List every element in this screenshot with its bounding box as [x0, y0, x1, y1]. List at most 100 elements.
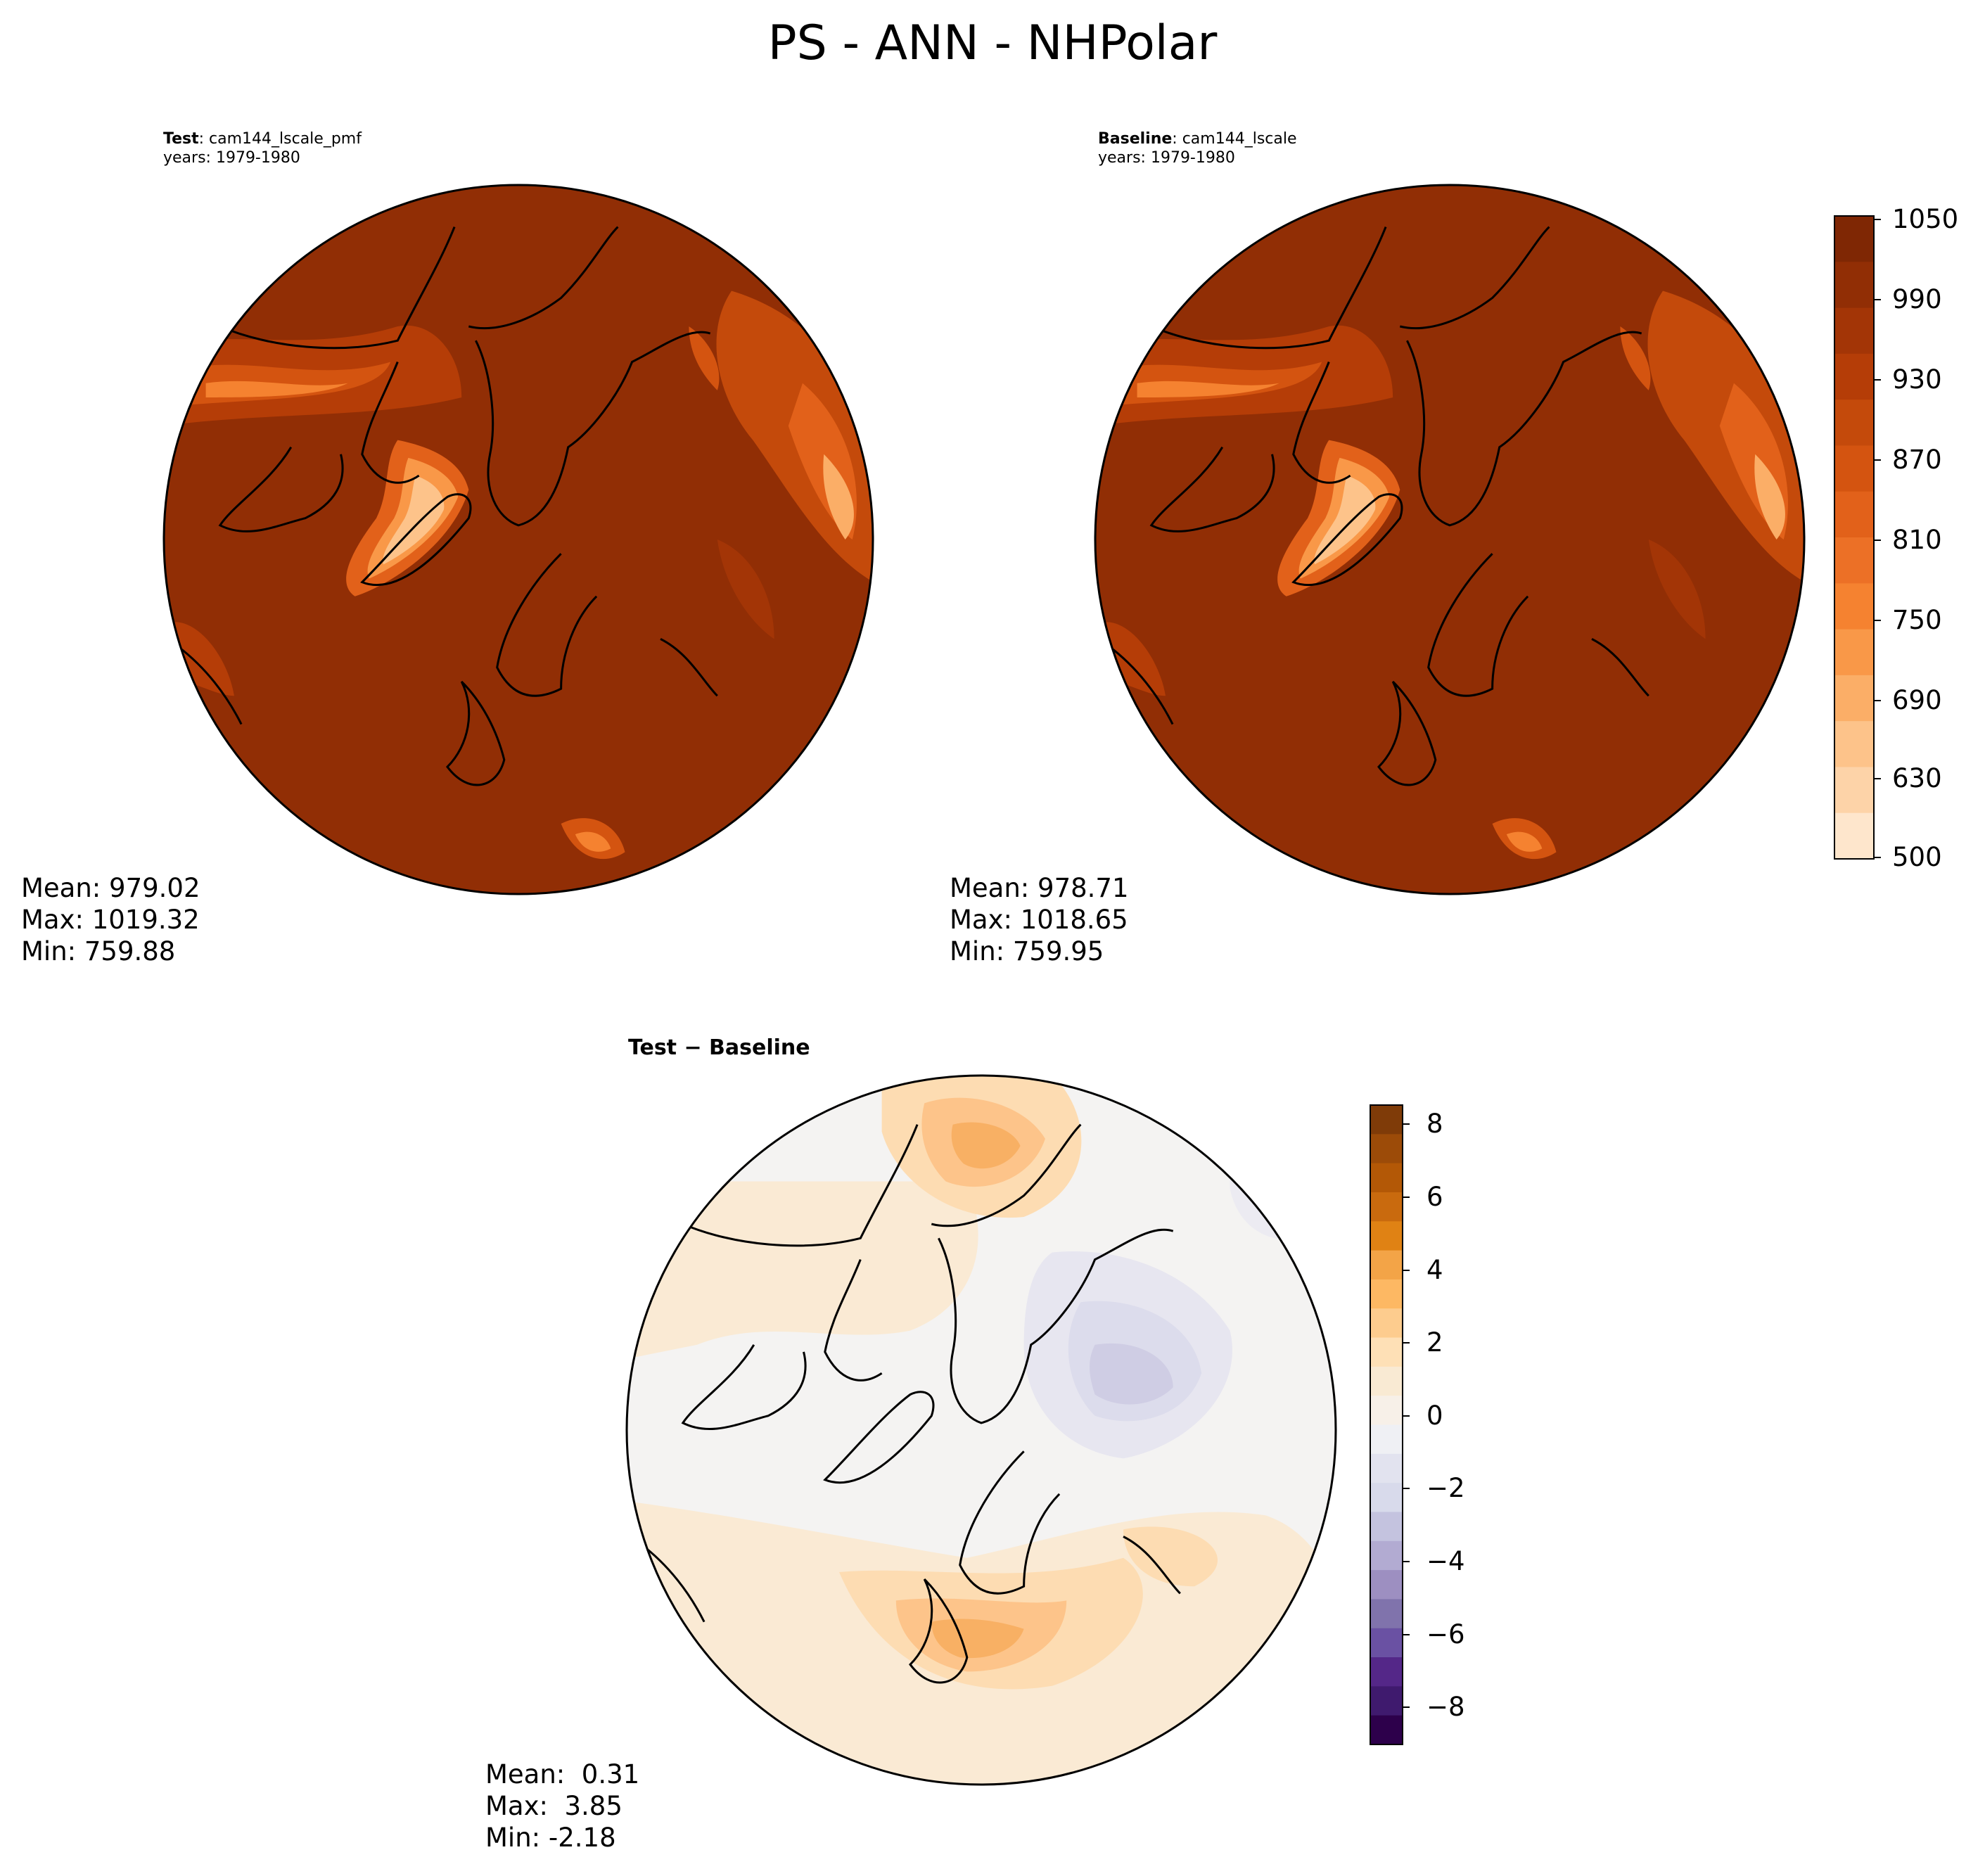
test-mean: Mean: 979.02: [21, 873, 200, 903]
colorbar-segment: [1834, 262, 1874, 309]
test-min: Min: 759.88: [21, 936, 176, 966]
colorbar-tick-mark: [1403, 1415, 1410, 1417]
baseline-polar-map: [1094, 184, 1806, 895]
test-stats: Mean: 979.02 Max: 1019.32 Min: 759.88: [21, 872, 200, 967]
diff-max: Max: 3.85: [485, 1791, 623, 1821]
colorbar-segment: [1834, 583, 1874, 630]
colorbar-tick-mark: [1874, 700, 1881, 701]
colorbar-segment: [1370, 1483, 1403, 1513]
baseline-min: Min: 759.95: [950, 936, 1104, 966]
colorbar-segment: [1370, 1512, 1403, 1542]
colorbar-tick-label: 810: [1892, 525, 1942, 555]
colorbar-tick-mark: [1403, 1342, 1410, 1344]
colorbar-tick-label: 990: [1892, 284, 1942, 314]
colorbar-tick-label: 870: [1892, 445, 1942, 475]
colorbar-segment: [1834, 491, 1874, 538]
colorbar-segment: [1370, 1628, 1403, 1658]
colorbar-segment: [1834, 307, 1874, 355]
test-panel-header: Test: cam144_lscale_pmf years: 1979-1980: [163, 129, 362, 167]
baseline-panel-header: Baseline: cam144_lscale years: 1979-1980: [1098, 129, 1297, 167]
colorbar-tick-mark: [1403, 1634, 1410, 1635]
baseline-max: Max: 1018.65: [950, 905, 1128, 935]
colorbar-tick-label: −6: [1426, 1619, 1465, 1650]
colorbar-segment: [1370, 1686, 1403, 1716]
baseline-mean: Mean: 978.71: [950, 873, 1129, 903]
colorbar-frame: [1370, 1104, 1403, 1745]
colorbar-segment: [1370, 1308, 1403, 1339]
colorbar-segment: [1370, 1570, 1403, 1600]
main-colorbar: [1834, 215, 1875, 860]
colorbar-tick-label: 630: [1892, 763, 1942, 793]
colorbar-segment: [1370, 1337, 1403, 1367]
colorbar-segment: [1370, 1105, 1403, 1135]
baseline-label-case: : cam144_lscale: [1172, 130, 1297, 148]
test-max: Max: 1019.32: [21, 905, 200, 935]
colorbar-tick-label: 750: [1892, 605, 1942, 635]
colorbar-segment: [1370, 1599, 1403, 1629]
test-polar-map: [162, 184, 874, 895]
colorbar-segment: [1370, 1424, 1403, 1455]
colorbar-tick-label: 500: [1892, 842, 1942, 872]
colorbar-tick-label: 930: [1892, 364, 1942, 395]
colorbar-tick-label: −8: [1426, 1692, 1465, 1722]
diff-stats: Mean: 0.31 Max: 3.85 Min: -2.18: [485, 1759, 639, 1853]
colorbar-segment: [1834, 537, 1874, 584]
colorbar-segment: [1370, 1396, 1403, 1426]
colorbar-tick-label: −2: [1426, 1473, 1465, 1503]
colorbar-segment: [1370, 1250, 1403, 1280]
diff-colorbar: [1370, 1104, 1403, 1745]
colorbar-segment: [1834, 629, 1874, 676]
colorbar-segment: [1370, 1715, 1403, 1745]
colorbar-segment: [1834, 767, 1874, 814]
figure-title: PS - ANN - NHPolar: [767, 15, 1218, 71]
colorbar-tick-mark: [1403, 1197, 1410, 1198]
colorbar-segment: [1834, 812, 1874, 860]
test-label-bold: Test: [163, 130, 199, 148]
diff-min: Min: -2.18: [485, 1823, 616, 1853]
colorbar-tick-mark: [1874, 540, 1881, 541]
colorbar-segment: [1834, 216, 1874, 262]
colorbar-tick-mark: [1403, 1123, 1410, 1125]
colorbar-tick-mark: [1874, 299, 1881, 300]
test-label-case: : cam144_lscale_pmf: [198, 130, 362, 148]
colorbar-tick-mark: [1874, 620, 1881, 621]
colorbar-tick-mark: [1403, 1706, 1410, 1708]
colorbar-tick-label: 4: [1426, 1255, 1443, 1285]
colorbar-tick-mark: [1874, 857, 1881, 858]
colorbar-tick-mark: [1403, 1561, 1410, 1562]
colorbar-tick-mark: [1403, 1270, 1410, 1271]
colorbar-segment: [1834, 400, 1874, 447]
colorbar-segment: [1370, 1192, 1403, 1222]
colorbar-segment: [1370, 1221, 1403, 1251]
colorbar-tick-mark: [1874, 379, 1881, 381]
baseline-years: years: 1979-1980: [1098, 149, 1235, 167]
diff-polar-map: [625, 1074, 1337, 1786]
diff-title: Test − Baseline: [628, 1035, 810, 1060]
test-years: years: 1979-1980: [163, 149, 300, 167]
baseline-stats: Mean: 978.71 Max: 1018.65 Min: 759.95: [950, 872, 1129, 967]
diff-mean: Mean: 0.31: [485, 1759, 640, 1789]
colorbar-tick-mark: [1874, 459, 1881, 461]
colorbar-segment: [1370, 1540, 1403, 1571]
colorbar-tick-mark: [1403, 1488, 1410, 1489]
colorbar-segment: [1370, 1279, 1403, 1309]
colorbar-segment: [1370, 1453, 1403, 1483]
colorbar-tick-label: −4: [1426, 1546, 1465, 1576]
colorbar-segment: [1834, 721, 1874, 768]
colorbar-segment: [1834, 675, 1874, 722]
colorbar-segment: [1834, 445, 1874, 492]
colorbar-tick-label: 6: [1426, 1182, 1443, 1212]
colorbar-tick-label: 1050: [1892, 204, 1959, 234]
colorbar-segment: [1834, 353, 1874, 400]
colorbar-tick-label: 2: [1426, 1327, 1443, 1358]
colorbar-segment: [1370, 1163, 1403, 1193]
colorbar-tick-label: 8: [1426, 1109, 1443, 1139]
colorbar-segment: [1370, 1657, 1403, 1687]
colorbar-tick-mark: [1874, 219, 1881, 220]
colorbar-segment: [1370, 1366, 1403, 1396]
colorbar-segment: [1370, 1134, 1403, 1164]
colorbar-tick-label: 690: [1892, 685, 1942, 715]
colorbar-tick-mark: [1874, 778, 1881, 779]
colorbar-tick-label: 0: [1426, 1400, 1443, 1431]
colorbar-frame: [1834, 215, 1875, 860]
